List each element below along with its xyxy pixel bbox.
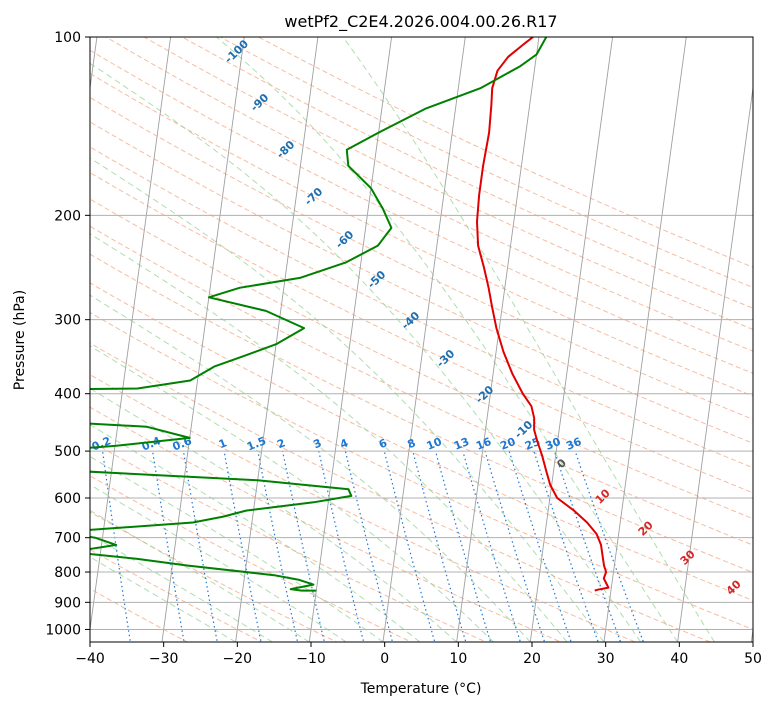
x-tick-label: 50: [744, 651, 762, 667]
moist-adiabat: [216, 37, 679, 642]
moist-adiabat: [90, 484, 347, 642]
mixing-ratio-label: 10: [425, 435, 444, 453]
plot-frame: [89, 36, 754, 643]
x-tick-label: −20: [223, 651, 253, 667]
mixing-ratio-label: 3: [312, 436, 324, 451]
y-tick-label: 1000: [45, 622, 81, 638]
x-tick-label: −40: [75, 651, 105, 667]
moist-adiabat: [90, 157, 605, 642]
y-tick-label: 800: [54, 565, 81, 581]
x-tick-label: 40: [670, 651, 688, 667]
x-axis-label: Temperature (°C): [360, 681, 482, 697]
mixing-ratio-label: 1: [217, 436, 229, 451]
moist-adiabat: [90, 424, 421, 642]
x-tick-label: 20: [523, 651, 541, 667]
y-tick-label: 900: [54, 595, 81, 611]
y-tick-label: 500: [54, 444, 81, 460]
moist-adiabat: [342, 37, 715, 642]
moist-adiabat: [90, 233, 568, 642]
x-tick-label: −10: [296, 651, 326, 667]
moist-adiabat: [90, 455, 384, 642]
mixing-ratio-label: 36: [564, 435, 583, 453]
dry-adiabat: [90, 511, 338, 642]
dry-adiabat: [90, 475, 413, 642]
isotherm: [603, 37, 687, 642]
dry-adiabat: [90, 406, 562, 642]
dry-adiabat: [90, 588, 189, 642]
dry-adiabat: [90, 311, 753, 630]
moist-adiabat: [90, 533, 273, 642]
isotherm: [456, 37, 540, 642]
x-tick-label: 10: [449, 651, 467, 667]
mixing-ratio-label: 13: [452, 435, 471, 453]
isotherm: [382, 37, 466, 642]
isotherm: [677, 84, 753, 642]
moist-adiabat: [90, 556, 236, 642]
moist-adiabat: [90, 345, 494, 642]
moist-adiabat: [90, 62, 642, 642]
plot-area: [90, 37, 753, 642]
mixing-ratio-label: 30: [544, 435, 563, 453]
mixing-ratio-label: 8: [406, 436, 418, 451]
y-tick-label: 100: [54, 30, 81, 46]
y-tick-label: 200: [54, 208, 81, 224]
y-axis: 100 200 300 400 500 600 700 800 900 1000: [45, 30, 90, 638]
x-tick-label: −30: [149, 651, 179, 667]
y-axis-label: Pressure (hPa): [12, 290, 28, 390]
mixing-ratio-label: 16: [474, 435, 493, 453]
x-tick-label: 0: [380, 651, 389, 667]
isotherm: [235, 37, 319, 642]
temperature-profile-line: [476, 37, 610, 592]
dewpoint-profile-line: [90, 37, 548, 592]
x-tick-label: 30: [597, 651, 615, 667]
y-tick-label: 400: [54, 387, 81, 403]
y-tick-label: 300: [54, 313, 81, 329]
mixing-ratio-label: 2: [275, 436, 287, 451]
y-tick-label: 700: [54, 531, 81, 547]
dry-adiabat: [90, 253, 753, 573]
x-axis: −40 −30 −20 −10 0 10 20 30 40 50: [75, 642, 762, 667]
isotherm: [161, 37, 245, 642]
mixing-ratio-label: 20: [498, 435, 517, 453]
moist-adiabat: [90, 294, 531, 642]
moist-adiabat: [90, 387, 457, 642]
chart-title: wetPf2_C2E4.2026.004.00.26.R17: [284, 12, 557, 32]
y-tick-label: 600: [54, 491, 81, 507]
dry-adiabat: [90, 198, 753, 520]
isotherm: [308, 37, 393, 642]
dry-adiabat: [90, 440, 488, 642]
profile-lines: [90, 37, 610, 592]
isotherm: [529, 37, 614, 642]
